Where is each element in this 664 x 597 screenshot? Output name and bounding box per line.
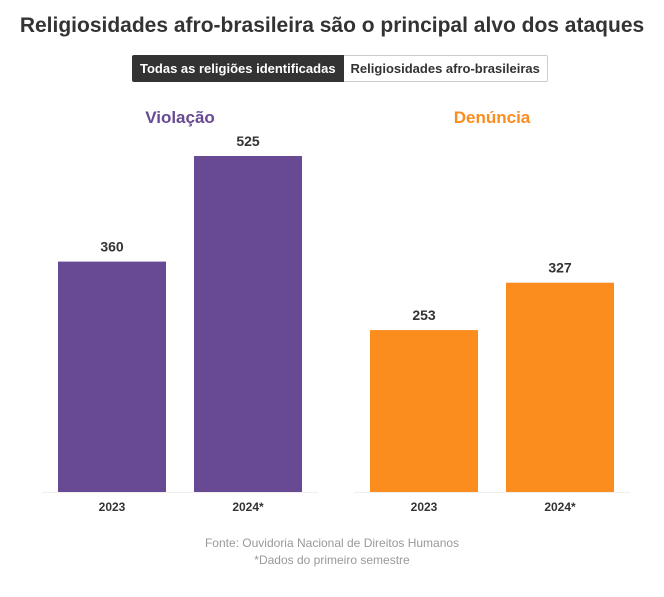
x-tick-label: 2024* <box>232 500 264 514</box>
data-label: 525 <box>236 133 260 149</box>
x-tick-label: 2023 <box>411 500 438 514</box>
bar-2023 <box>370 330 478 492</box>
footnote: *Dados do primeiro semestre <box>254 553 410 567</box>
chart-title: Religiosidades afro-brasileira são o pri… <box>19 14 645 37</box>
x-tick-label: 2024* <box>544 500 576 514</box>
filter-toggle: Todas as religiões identificadas Religio… <box>132 55 548 82</box>
panel-title: Violação <box>145 108 215 127</box>
panel-title: Denúncia <box>454 108 531 127</box>
source-note: Fonte: Ouvidoria Nacional de Direitos Hu… <box>204 536 460 550</box>
toggle-afro-brazilian[interactable]: Religiosidades afro-brasileiras <box>343 55 548 82</box>
bar-2023 <box>58 261 166 492</box>
data-label: 360 <box>100 239 124 255</box>
data-label: 253 <box>412 307 436 323</box>
bar-2024* <box>506 282 614 492</box>
data-label: 327 <box>548 260 572 276</box>
toggle-all-religions[interactable]: Todas as religiões identificadas <box>132 55 344 82</box>
bar-2024* <box>194 156 302 492</box>
x-tick-label: 2023 <box>99 500 126 514</box>
